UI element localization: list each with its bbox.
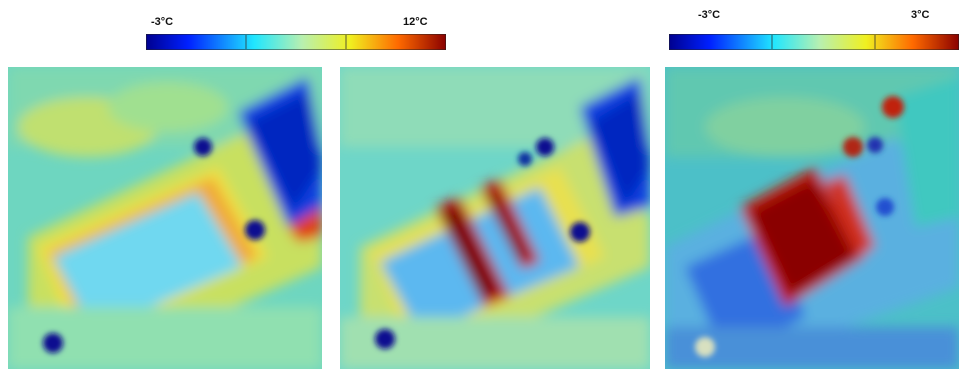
colorbar-2-max-label: 3°C <box>911 9 930 21</box>
colorbar-1-min-label: -3°C <box>151 16 174 28</box>
colorbar-1-max-label: 12°C <box>403 16 428 28</box>
colorbar-1 <box>146 34 446 50</box>
thermal-panel-3 <box>665 67 959 369</box>
thermal-panel-1 <box>8 67 322 369</box>
thermal-panel-2 <box>340 67 650 369</box>
colorbar-2-min-label: -3°C <box>698 9 721 21</box>
colorbar-2 <box>669 34 959 50</box>
